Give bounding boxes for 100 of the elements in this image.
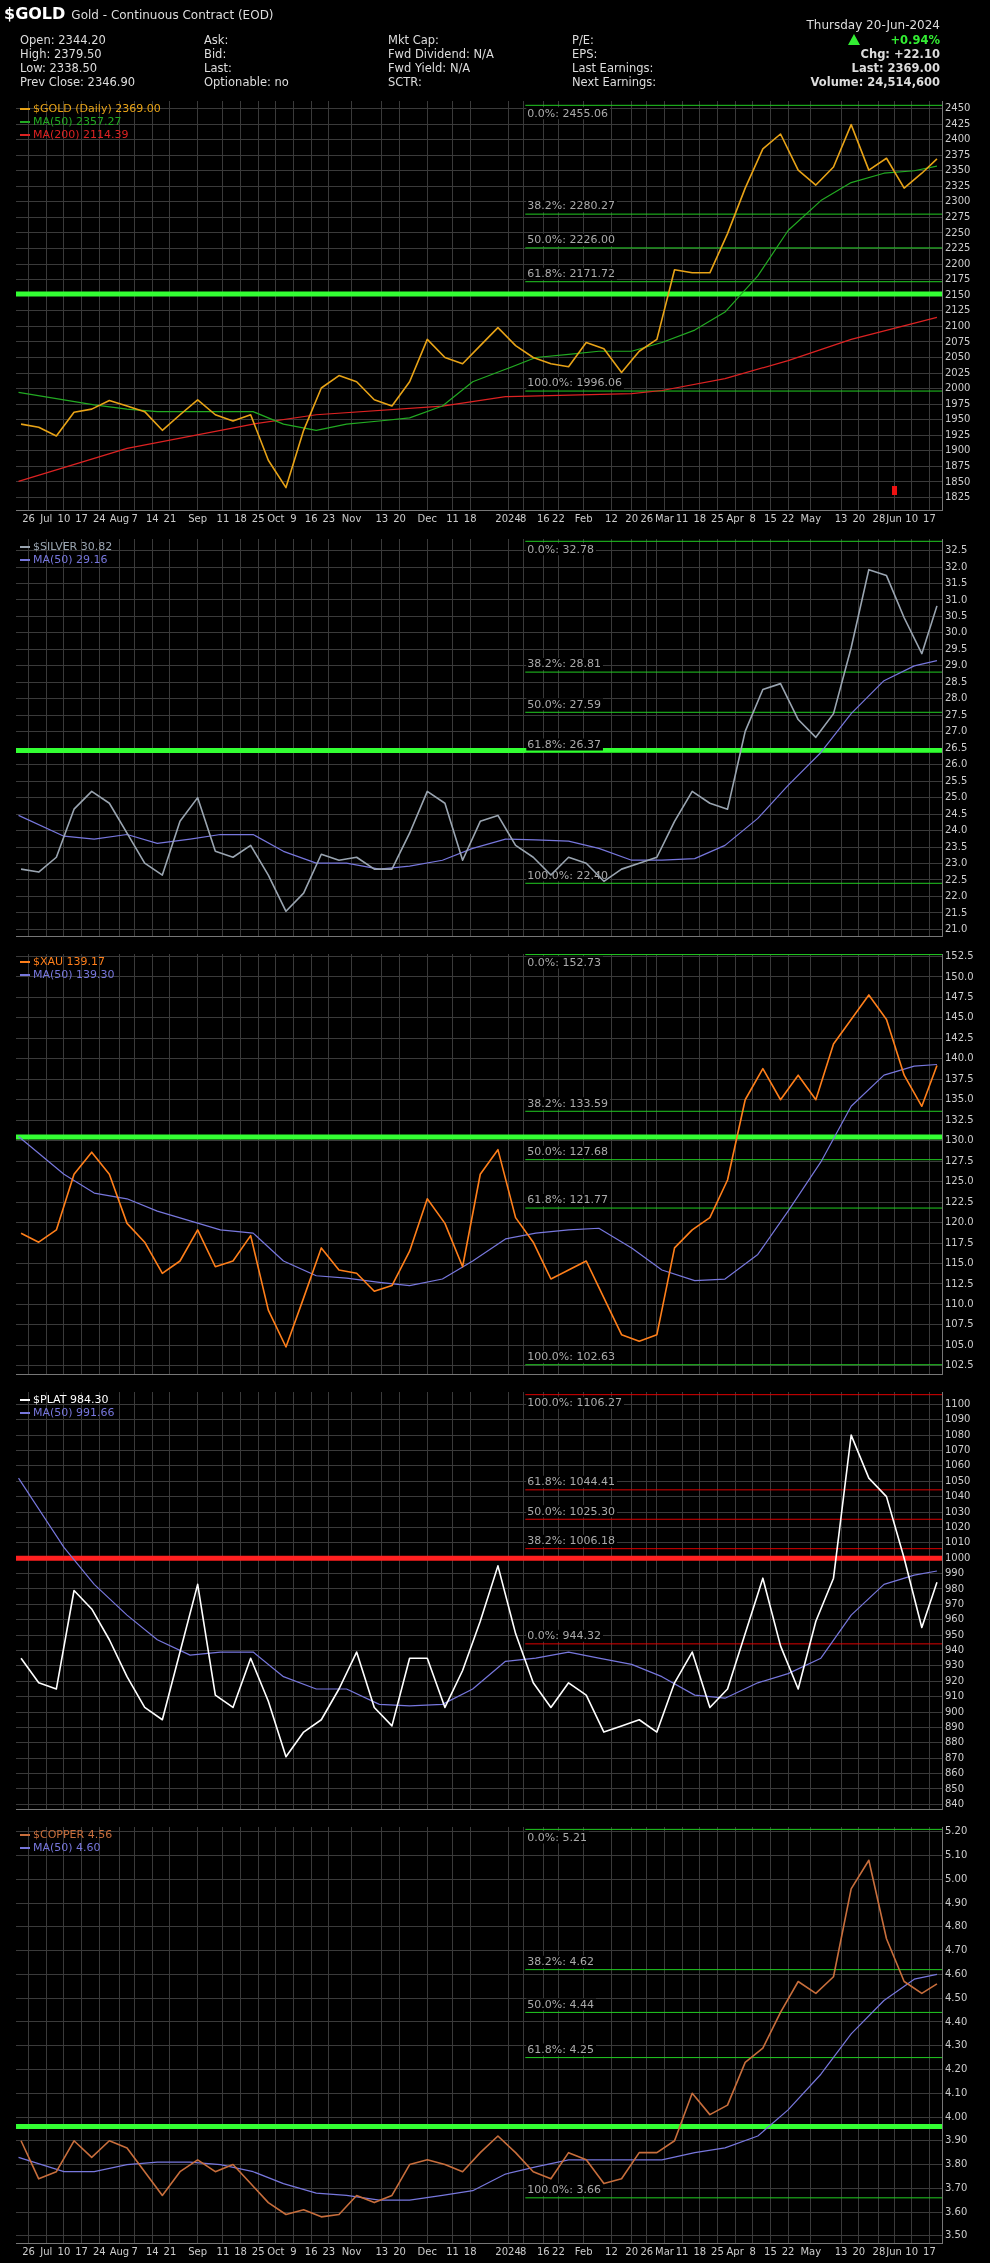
y-tick-label: 940 [945,1644,965,1656]
y-tick-label: 25.0 [945,791,968,803]
y-tick-label: 930 [945,1659,965,1671]
y-tick-label: 860 [945,1767,965,1779]
ref-line-label: 38.2%: 28.81 [527,657,601,671]
y-tick-label: 145.0 [945,1011,974,1023]
y-tick-label: 990 [945,1567,965,1579]
ref-line-label: 61.8%: 26.37 [527,737,601,751]
x-tick-label: Jun [885,512,902,524]
x-tick-label: 21 [163,512,177,524]
x-tick-label: 11 [446,512,459,524]
ref-line-label: 50.0%: 4.44 [527,1997,594,2011]
ref-line-label: 50.0%: 27.59 [527,697,601,711]
legend-label: $GOLD (Daily) 2369.00 [33,101,161,115]
y-tick-label: 4.50 [945,1991,968,2003]
legend-label: $SILVER 30.82 [33,539,113,553]
x-tick-label: 13 [375,512,389,524]
y-tick-label: 2125 [945,304,971,316]
x-tick-label: Dec [417,2245,437,2257]
y-tick-label: 890 [945,1721,965,1733]
ref-line-label: 61.8%: 1044.41 [527,1475,615,1489]
y-tick-label: 122.5 [945,1195,974,1207]
y-tick-label: 4.90 [945,1896,968,1908]
x-tick-label: 13 [834,2245,848,2257]
x-tick-label: 22 [781,512,795,524]
y-tick-label: 2400 [945,133,971,145]
legend-label: $XAU 139.17 [33,954,106,968]
y-tick-label: 980 [945,1582,965,1594]
x-tick-label: 18 [234,512,247,524]
x-tick-label: 13 [375,2245,389,2257]
x-tick-label: 14 [145,2245,159,2257]
y-tick-label: 840 [945,1797,965,1809]
y-tick-label: 1010 [945,1536,971,1548]
text: Fwd Dividend: N/A [388,47,494,61]
x-tick-label: 16 [536,2245,550,2257]
x-tick-label: 11 [216,512,230,524]
y-tick-label: 850 [945,1782,965,1794]
text: Bid: [204,47,227,61]
x-tick-label: 20 [852,512,866,524]
x-tick-label: Aug [109,2245,130,2257]
y-tick-label: 22.0 [945,890,968,902]
ref-line-label: 0.0%: 2455.06 [527,106,608,120]
ref-line-label: 0.0%: 32.78 [527,542,594,556]
ref-line-label: 100.0%: 102.63 [527,1350,615,1364]
x-tick-label: 21 [163,2245,177,2257]
x-tick-label: 28 [872,512,886,524]
y-tick-label: 3.80 [945,2158,968,2170]
y-tick-label: 27.0 [945,725,968,737]
y-tick-label: 30.0 [945,626,968,638]
y-tick-label: 2275 [945,211,971,223]
x-tick-label: Mar [655,2245,675,2257]
y-tick-label: 4.00 [945,2110,968,2122]
x-tick-label: Oct [267,2245,285,2257]
ref-line-label: 50.0%: 127.68 [527,1145,608,1159]
y-tick-label: 880 [945,1736,965,1748]
x-tick-label: 15 [764,2245,777,2257]
x-tick-label: 11 [675,2245,689,2257]
y-tick-label: 29.0 [945,659,968,671]
y-tick-label: 2450 [945,102,971,114]
y-tick-label: 910 [945,1690,965,1702]
x-tick-label: 24 [92,512,106,524]
y-tick-label: 1950 [945,413,971,425]
y-tick-label: 1090 [945,1413,971,1425]
ref-line-label: 38.2%: 1006.18 [527,1534,615,1548]
y-tick-label: 1875 [945,460,971,472]
y-tick-label: 1100 [945,1397,971,1409]
x-tick-label: 2024 [495,2245,521,2257]
x-tick-label: 13 [834,512,848,524]
y-tick-label: 1975 [945,397,971,409]
y-tick-label: 132.5 [945,1113,974,1125]
x-tick-label: 9 [290,512,297,524]
y-tick-label: 2225 [945,242,971,254]
x-tick-label: Oct [267,512,285,524]
ref-line-label: 100.0%: 1996.06 [527,376,622,390]
ref-line-label: 38.2%: 133.59 [527,1096,608,1110]
text: SCTR: [388,75,422,89]
legend-label: MA(50) 2357.27 [33,114,122,128]
x-tick-label: 18 [234,2245,247,2257]
y-tick-label: 152.5 [945,950,974,962]
y-tick-label: 26.5 [945,741,968,753]
x-tick-label: 20 [852,2245,866,2257]
y-tick-label: 137.5 [945,1072,974,1084]
ref-line-label: 50.0%: 2226.00 [527,233,615,247]
y-tick-label: 135.0 [945,1093,974,1105]
x-tick-label: 22 [552,512,565,524]
x-tick-label: Apr [726,2245,745,2257]
x-tick-label: 10 [905,2245,919,2257]
ref-line-label: 100.0%: 3.66 [527,2183,601,2197]
y-tick-label: 3.50 [945,2229,968,2241]
text: Last: [204,61,232,75]
x-tick-label: 25 [711,2245,724,2257]
x-tick-label: 20 [393,512,406,524]
x-tick-label: Sep [188,2245,208,2257]
x-tick-label: 15 [764,512,777,524]
y-tick-label: 4.60 [945,1967,968,1979]
y-tick-label: 2375 [945,148,971,160]
y-tick-label: 1080 [945,1428,971,1440]
x-tick-label: Feb [574,512,593,524]
legend-label: MA(50) 139.30 [33,967,115,981]
y-tick-label: 21.5 [945,906,968,918]
